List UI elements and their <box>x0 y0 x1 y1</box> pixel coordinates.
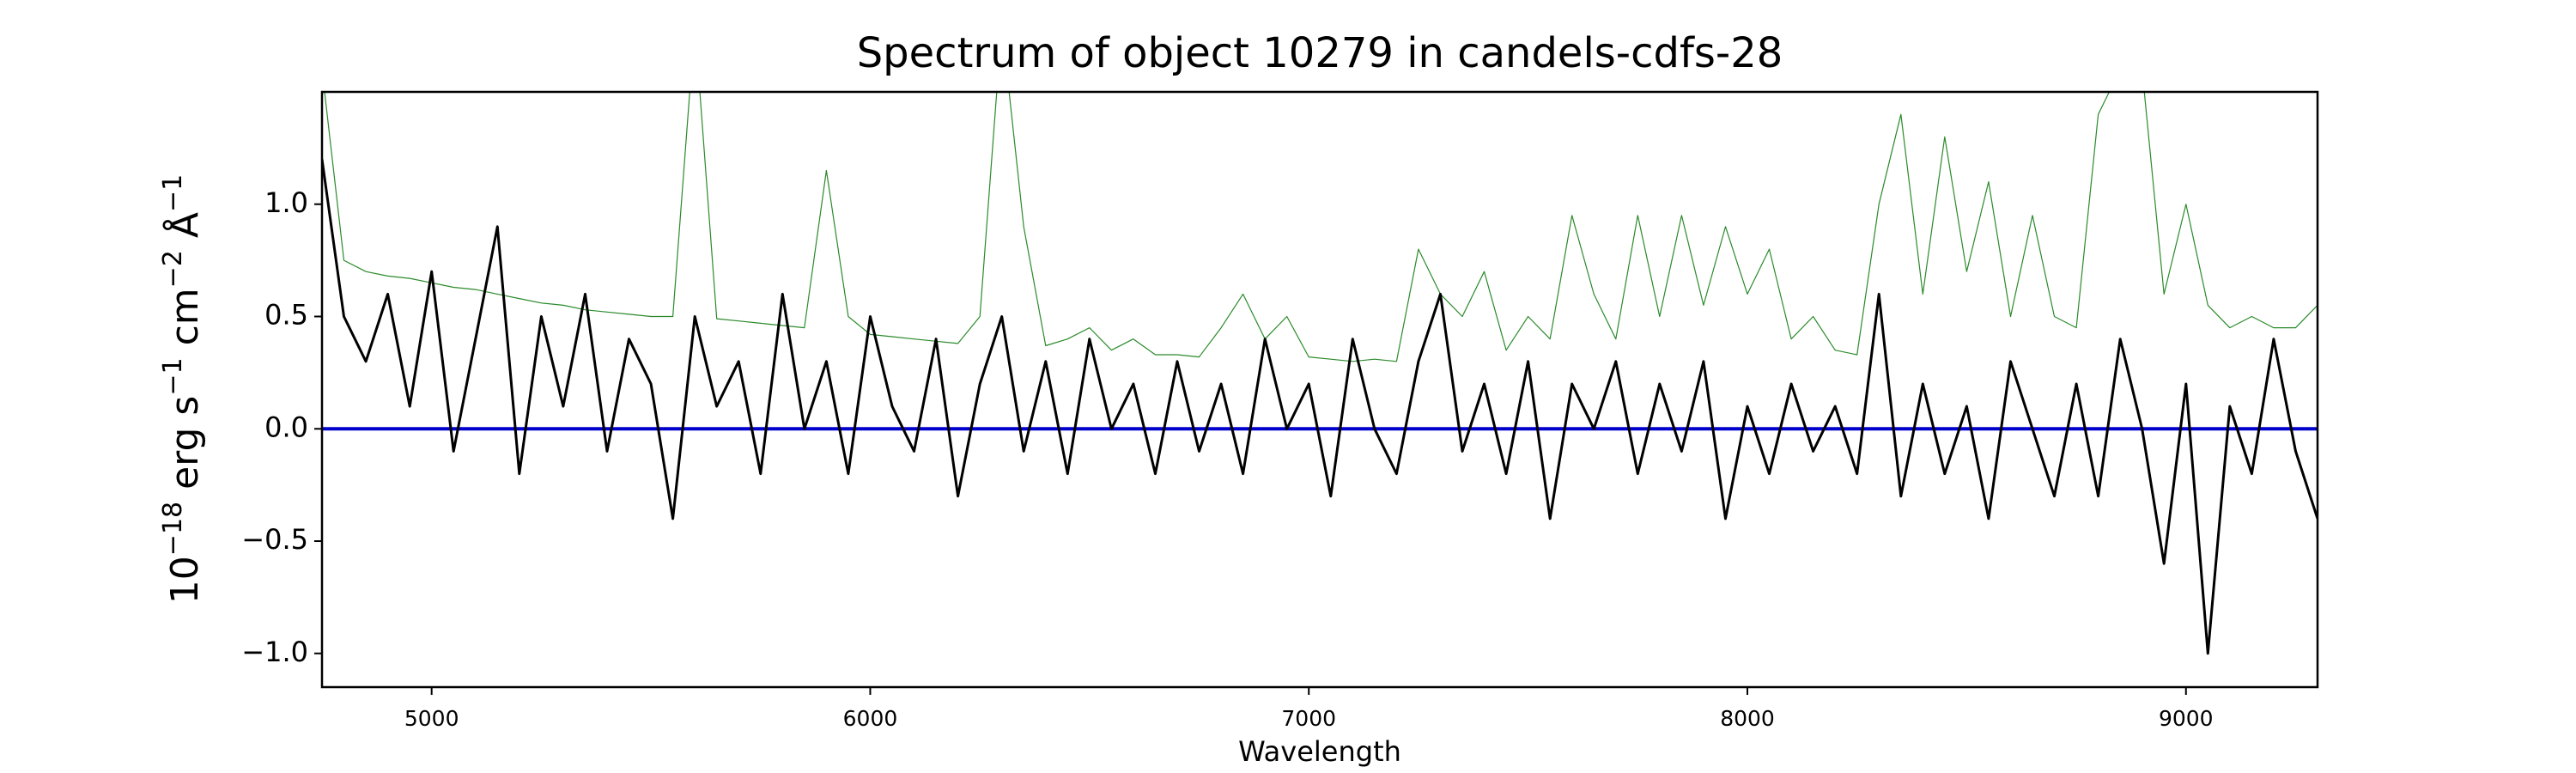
y-axis-label-superscript: −18 <box>158 502 188 556</box>
y-axis-label-superscript: −1 <box>158 174 188 212</box>
y-axis-label-part: erg s <box>163 396 207 502</box>
y-axis-label-superscript: −1 <box>158 357 188 395</box>
plot-frame <box>320 90 2319 689</box>
series-line <box>322 159 2318 655</box>
y-axis-label-superscript: −2 <box>158 250 188 288</box>
y-tick-label: 0.0 <box>264 411 308 443</box>
y-tick-label: 0.5 <box>264 299 308 332</box>
y-axis-label-part: cm <box>163 288 207 357</box>
y-tick-label: −0.5 <box>241 523 308 556</box>
y-axis-label-part: 10 <box>163 556 207 604</box>
y-axis-label: 10−18 erg s−1 cm−2 Å−1 <box>158 174 208 604</box>
y-tick-label: 1.0 <box>264 186 308 219</box>
x-tick-label: 5000 <box>404 706 459 731</box>
plot-area <box>322 92 2318 655</box>
series-line <box>324 92 2318 362</box>
y-tick-label: −1.0 <box>241 636 308 668</box>
y-axis-label-part: Å <box>161 212 207 250</box>
x-tick-label: 9000 <box>2159 706 2214 731</box>
x-tick-label: 7000 <box>1281 706 1336 731</box>
chart-title: Spectrum of object 10279 in candels-cdfs… <box>857 29 1783 77</box>
x-tick-label: 6000 <box>843 706 898 731</box>
x-axis-label: Wavelength <box>1238 735 1401 768</box>
x-tick-label: 8000 <box>1720 706 1775 731</box>
